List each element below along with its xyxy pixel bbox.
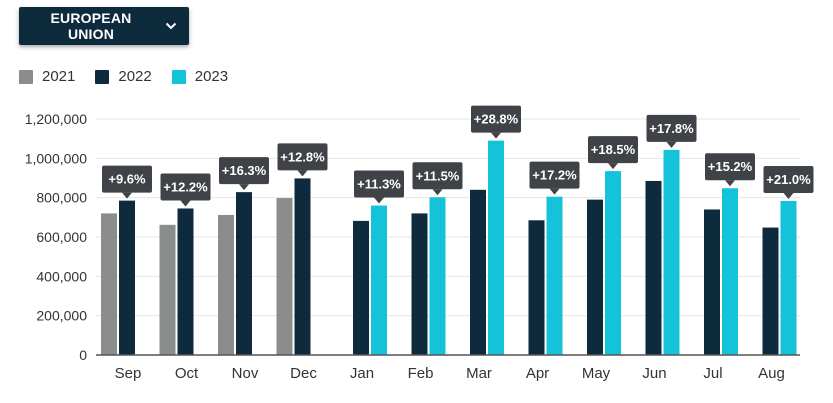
bar-2022-aug [762,227,779,355]
bar-2022-jan [353,220,369,355]
legend-swatch-2022 [95,69,110,84]
x-tick-label: Feb [408,365,434,382]
bar-2023-aug [780,201,797,355]
bar-2023-jan [371,205,387,355]
bar-2022-apr [528,220,545,355]
annotation-pointer-sep [122,192,132,199]
annotation-label: +21.0% [766,172,811,187]
bar-2022-nov [236,192,252,355]
legend-label-2022: 2022 [118,68,152,85]
annotation-box-apr [529,161,580,189]
y-tick-label: 1,200,000 [25,111,87,127]
y-tick-label: 600,000 [36,229,87,245]
x-tick-label: Nov [232,365,259,382]
legend-label-2021: 2021 [42,68,76,85]
bar-2023-jun [663,149,680,355]
annotation-box-feb [412,162,463,190]
y-tick-label: 0 [79,347,87,363]
annotation-pointer-jun [666,141,677,148]
annotation-label: +11.3% [357,177,401,192]
legend-item-2022[interactable]: 2022 [95,68,152,85]
bar-2021-sep [101,213,117,355]
annotation-pointer-feb [432,189,443,196]
x-tick-label: Dec [290,365,317,382]
annotation-pointer-nov [239,184,249,191]
bar-2023-apr [546,196,563,355]
y-tick-label: 200,000 [36,308,87,324]
bar-2021-oct [159,224,176,355]
bar-2022-sep [119,200,135,355]
annotation-label: +11.5% [416,168,460,183]
annotation-pointer-aug [783,193,794,200]
bar-2022-mar [470,189,486,355]
annotation-box-oct [160,173,211,201]
annotation-box-aug [763,166,814,194]
annotation-box-nov [219,157,269,185]
annotation-box-dec [277,143,328,171]
y-tick-label: 400,000 [36,268,87,284]
annotation-pointer-jan [374,197,384,204]
annotation-box-jun [646,114,697,142]
bar-2023-feb [429,197,446,355]
annotation-label: +17.2% [532,168,577,183]
annotation-pointer-may [608,163,618,170]
bar-2023-may [605,171,621,355]
bar-2022-feb [411,213,428,355]
x-tick-label: Jun [642,365,666,382]
annotation-box-may [588,136,638,164]
legend-item-2023[interactable]: 2023 [171,68,229,85]
bar-2023-jul [722,188,738,355]
y-tick-label: 1,000,000 [25,150,87,166]
annotation-label: +15.2% [708,159,753,174]
annotation-label: +18.5% [591,142,636,157]
chevron-down-icon [165,22,177,30]
annotation-label: +17.8% [649,121,694,136]
bar-2023-mar [488,140,504,355]
x-tick-label: Sep [115,365,142,382]
bar-2022-may [587,199,603,355]
legend-swatch-2023 [171,69,186,84]
annotation-pointer-oct [180,200,191,207]
legend-item-2021[interactable]: 2021 [19,68,75,85]
annotation-box-sep [102,165,152,193]
bar-2022-jun [645,180,662,355]
bar-2022-jul [704,209,720,355]
annotation-box-jul [705,153,755,181]
x-tick-label: Oct [175,365,199,382]
annotation-box-mar [471,105,521,133]
region-dropdown-label: EUROPEAN UNION [50,10,132,42]
x-tick-label: Apr [526,365,549,382]
x-tick-label: May [582,365,611,382]
annotation-pointer-dec [297,170,308,177]
bar-2022-oct [177,208,194,355]
annotation-label: +9.6% [108,172,146,187]
annotation-pointer-apr [549,188,560,195]
annotation-label: +28.8% [474,112,519,127]
x-tick-label: Jan [350,365,374,382]
x-tick-label: Jul [703,365,722,382]
x-tick-label: Aug [758,365,785,382]
x-tick-label: Mar [466,365,492,382]
chart-legend: 2021 2022 2023 [19,68,248,85]
y-tick-label: 800,000 [36,190,87,206]
bar-2021-dec [276,198,293,355]
bar-2021-nov [218,214,234,355]
annotation-pointer-mar [491,132,501,139]
annotation-label: +12.8% [280,149,325,164]
region-dropdown-button[interactable]: EUROPEAN UNION [19,7,189,45]
annotation-pointer-jul [725,180,735,187]
bar-2022-dec [294,178,311,355]
legend-label-2023: 2023 [194,68,229,85]
annotation-label: +12.2% [163,179,208,194]
annotation-label: +16.3% [222,163,267,178]
annotation-box-jan [354,170,404,198]
legend-swatch-2021 [19,69,33,84]
